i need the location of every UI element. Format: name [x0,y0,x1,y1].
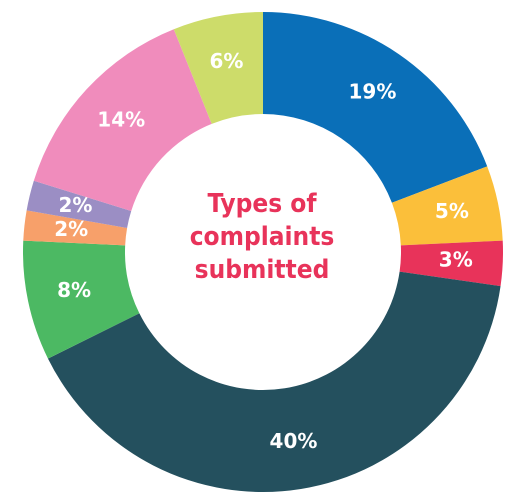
chart-title: Types of complaints submitted [189,189,335,285]
donut-segment [47,271,501,493]
donut-segment [391,166,503,246]
donut-segment [173,12,263,124]
value-label: 19% [349,80,397,104]
value-label: 3% [439,248,473,272]
donut-segment [23,210,128,246]
donut-segment [399,240,503,287]
donut-segment [263,12,488,203]
donut-segment [33,29,212,212]
donut-segment [23,240,140,359]
value-label: 14% [97,108,145,132]
value-label: 40% [270,429,318,453]
value-label: 5% [435,199,469,223]
value-label: 2% [54,217,88,241]
donut-segment [26,180,132,229]
value-label: 6% [209,49,243,73]
value-label: 8% [57,278,91,302]
